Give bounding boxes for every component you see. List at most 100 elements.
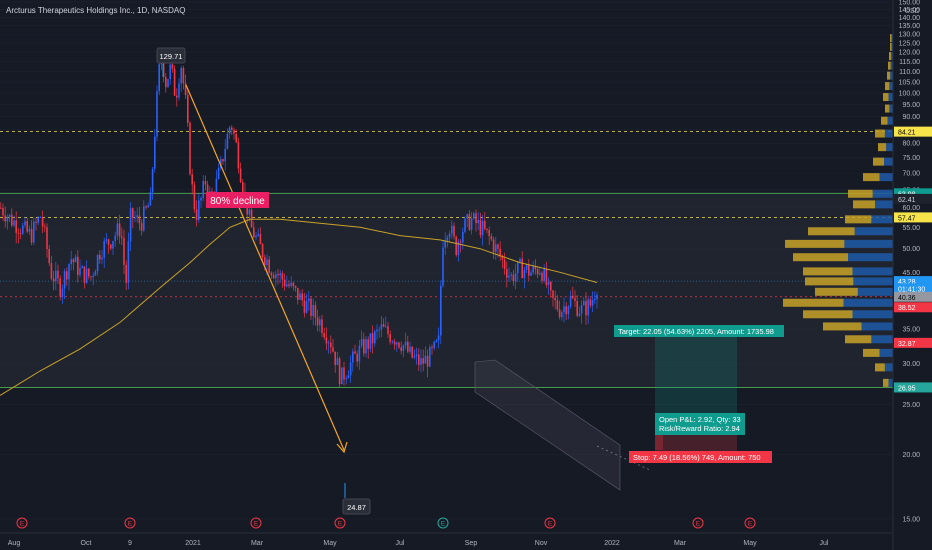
candle-body [552, 290, 554, 298]
earnings-marker-icon[interactable]: E [437, 517, 449, 529]
y-tick-label: 130.00 [899, 32, 921, 39]
x-tick-label: 2021 [185, 540, 201, 547]
volume-profile-bar [884, 363, 893, 372]
volume-profile-bar [783, 298, 844, 307]
candle-body [479, 219, 482, 236]
candle-body [459, 241, 462, 243]
volume-profile-bar [888, 61, 891, 70]
candle-body [121, 236, 123, 239]
svg-text:E: E [128, 521, 133, 528]
candle-body [129, 208, 132, 242]
candle-body [250, 209, 253, 228]
candle-body [4, 215, 6, 222]
volume-profile-bar [872, 189, 893, 198]
candle-body [547, 281, 550, 285]
low-price-label: 24.87 [347, 503, 366, 512]
candle-body [33, 221, 35, 243]
x-tick-label: 2022 [604, 540, 620, 547]
volume-profile-bar [890, 61, 893, 70]
candle-body [83, 266, 86, 283]
long-position-tool[interactable]: Target: 22.05 (54.63%) 2205, Amount: 173… [614, 325, 784, 463]
candle-body [336, 358, 339, 365]
candle-body [220, 159, 222, 168]
volume-profile-bar [844, 239, 893, 248]
candle-body [138, 215, 141, 224]
candle-body [585, 300, 587, 316]
candle-body [512, 274, 515, 282]
candle-body [19, 233, 22, 234]
earnings-marker-icon[interactable]: E [692, 517, 704, 529]
earnings-marker-icon[interactable]: E [744, 517, 756, 529]
candle-body [39, 217, 42, 218]
candle-body [574, 298, 576, 301]
candle-body [275, 274, 277, 279]
candle-body [297, 287, 299, 300]
candle-body [554, 297, 556, 301]
candle-body [444, 240, 446, 248]
earnings-marker-icon[interactable]: E [334, 517, 346, 529]
candle-body [541, 272, 543, 281]
y-axis[interactable]: 15.0020.0025.0030.0035.0040.0045.0050.00… [892, 0, 921, 550]
candle-body [162, 57, 165, 77]
candle-body [193, 184, 196, 210]
candle-body [521, 258, 523, 279]
candle-body [74, 256, 77, 263]
volume-profile-bar [884, 157, 893, 166]
candle-body [323, 333, 325, 338]
candle-body [312, 305, 314, 317]
candle-body [563, 306, 565, 313]
candle-body [356, 353, 358, 362]
candle-body [215, 178, 218, 199]
earnings-marker-icon[interactable]: E [544, 517, 556, 529]
candle-body [264, 257, 266, 266]
volume-profile-bar [875, 129, 885, 138]
y-tick-label: 95.00 [902, 102, 920, 109]
candle-body [206, 184, 209, 195]
candle-body [105, 239, 108, 241]
candle-body [132, 208, 134, 219]
y-tick-label: 35.00 [902, 326, 920, 333]
earnings-marker-icon[interactable]: E [124, 517, 136, 529]
volume-profile-bar [890, 34, 892, 43]
candle-body [319, 319, 321, 326]
candle-body [468, 214, 471, 230]
candle-body [514, 273, 517, 282]
volume-profile-bar [890, 42, 892, 51]
candle-body [382, 324, 385, 327]
candle-body [90, 276, 92, 278]
candle-body [151, 168, 154, 193]
candle-body [228, 127, 231, 134]
y-tick-label: 145.00 [899, 7, 921, 14]
candle-body [268, 259, 270, 273]
peak-price-label: 129.71 [160, 52, 183, 61]
candle-body [371, 333, 374, 344]
volume-profile-bar [808, 227, 855, 236]
volume-profile-bar [803, 310, 853, 319]
candle-body [158, 64, 160, 92]
volume-profile-bar [863, 173, 880, 182]
candle-body [488, 229, 490, 237]
candle-body [451, 225, 453, 234]
x-tick-label: May [743, 540, 757, 547]
candle-body [391, 341, 394, 343]
candle-body [481, 220, 484, 236]
earnings-marker-icon[interactable]: E [250, 517, 262, 529]
candle-body [171, 64, 174, 69]
y-tick-label: 120.00 [899, 50, 921, 57]
candle-body [583, 300, 585, 306]
candle-body [365, 339, 367, 354]
candle-body [594, 299, 596, 301]
candle-body [517, 261, 519, 274]
x-axis[interactable]: Aug Oct 9 2021 Mar May Jul Sep Nov 2022 Mar May Jul [0, 532, 893, 547]
y-tick-label: 70.00 [902, 171, 920, 178]
candle-body [61, 288, 64, 297]
candle-body [440, 285, 442, 336]
moving-average-line [0, 218, 598, 396]
earnings-marker-icon[interactable]: E [16, 517, 28, 529]
candle-body [123, 238, 125, 265]
price-badges: 84.2163.9862.4157.4743.2801:41:3040.3638… [894, 126, 932, 393]
candle-body [310, 298, 312, 317]
candle-body [55, 270, 57, 282]
